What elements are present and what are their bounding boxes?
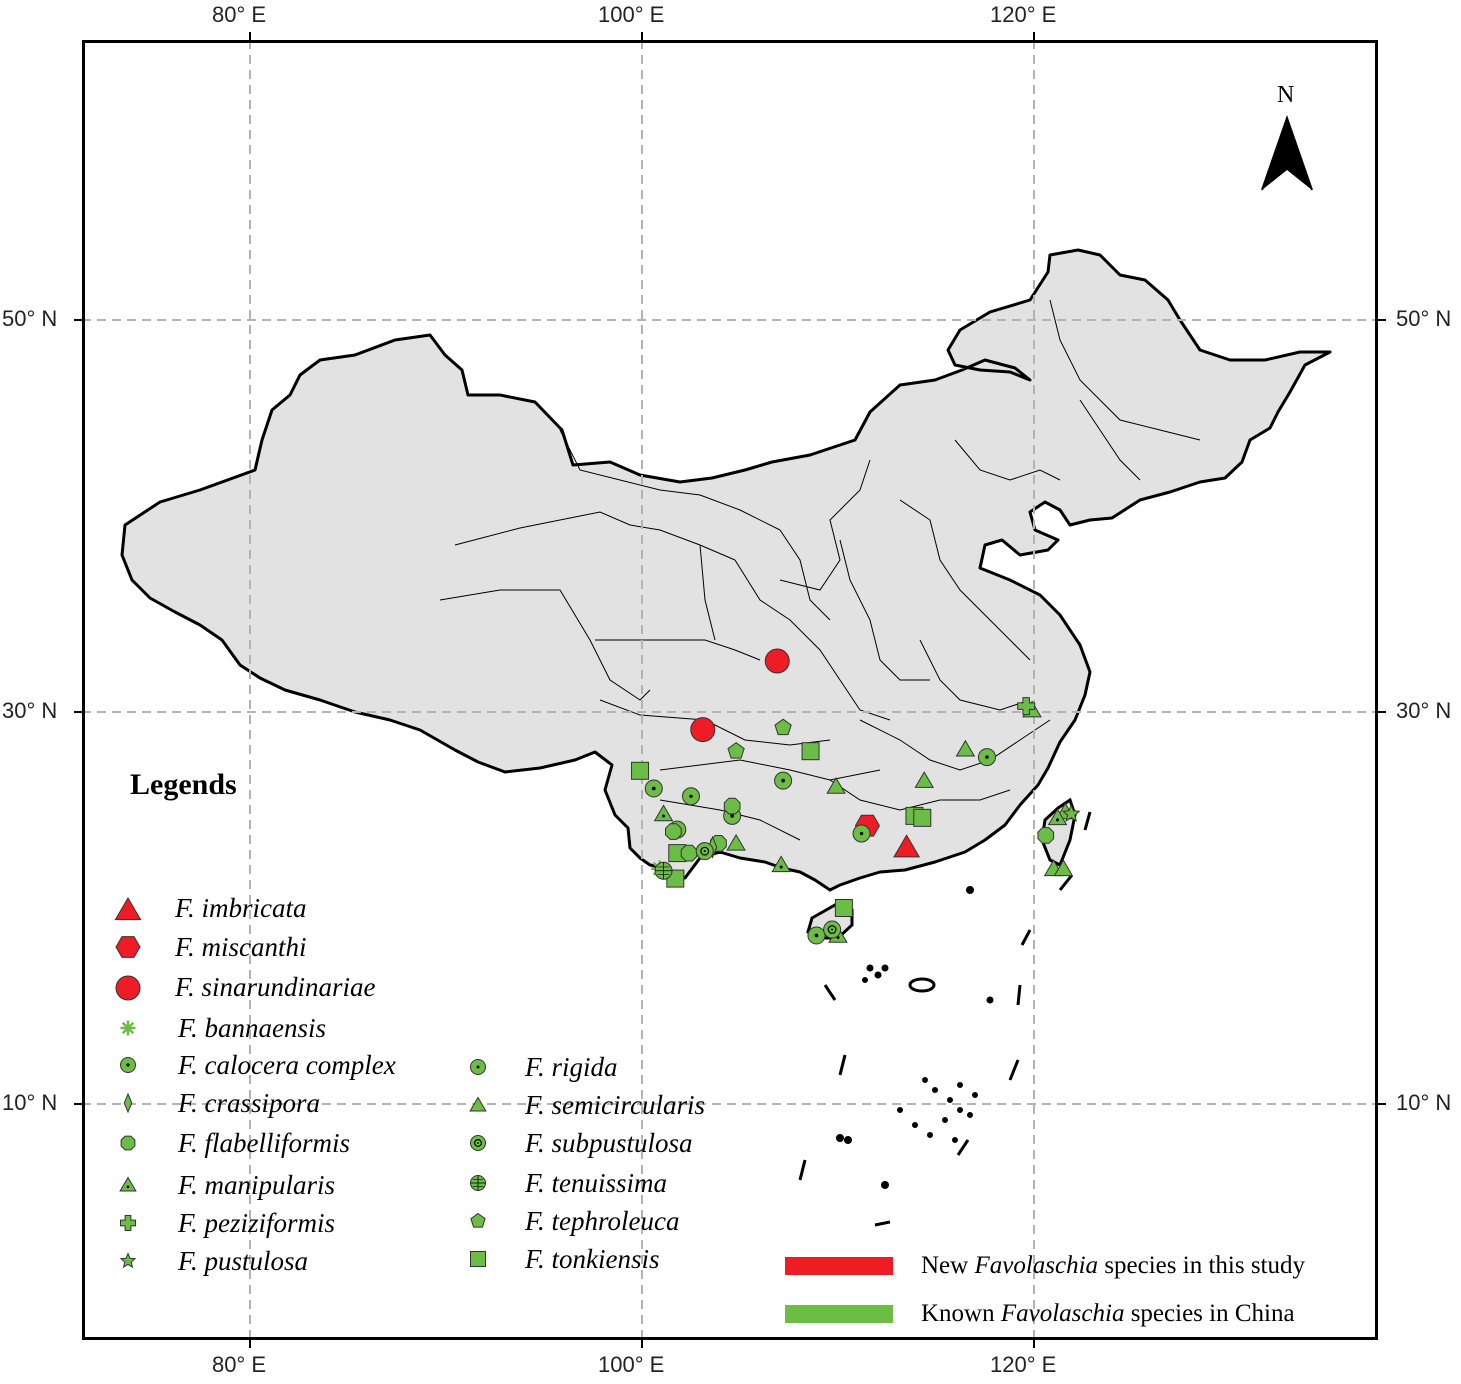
occurrence-marker: [955, 739, 976, 757]
legend-symbol: [120, 1057, 136, 1073]
legend-bar-known-swatch: [785, 1305, 893, 1323]
top-lon-label-100: 100° E: [598, 2, 665, 27]
occurrence-marker: [723, 797, 741, 815]
occurrence-marker: [665, 823, 682, 840]
occurrence-marker: [726, 833, 746, 851]
right-lat-label-50: 50° N: [1396, 306, 1452, 331]
legend-symbol: [469, 1096, 487, 1112]
occurrence-marker: [1061, 804, 1081, 822]
occurrence-marker: [682, 787, 700, 806]
legend-item-known-2: F. calocera complex: [178, 1050, 396, 1080]
graticule: [85, 43, 1375, 1337]
legend-symbol: [120, 1215, 136, 1231]
legend-item-known-12: F. tephroleuca: [525, 1206, 680, 1236]
occurrence-marker: [1017, 697, 1036, 716]
occurrence-marker: [771, 855, 791, 873]
legend-symbol: [470, 1212, 486, 1228]
legend-symbol: [470, 1059, 486, 1075]
top-lon-label-80: 80° E: [212, 2, 267, 27]
left-lat-label-30: 30° N: [2, 698, 58, 723]
legend-item-new-3: F. sinarundinariae: [175, 972, 376, 1002]
legend-item-known-3: F. crassipora: [178, 1088, 321, 1118]
legend-symbols: [114, 897, 487, 1269]
occurrence-marker: [631, 761, 650, 780]
top-lon-label-120: 120° E: [990, 2, 1057, 27]
legend-symbol: [123, 1092, 133, 1114]
legend-item-known-9: F. semicircularis: [525, 1090, 705, 1120]
occurrence-marker: [826, 776, 846, 794]
left-lat-label-50: 50° N: [2, 306, 58, 331]
occurrence-marker: [834, 899, 853, 917]
legend-item-known-11: F. tenuissima: [525, 1168, 668, 1198]
legend-item-known-8: F. rigida: [525, 1052, 618, 1082]
map-frame: [82, 40, 1378, 1340]
legend-item-new-2: F. miscanthi: [175, 932, 307, 962]
occurrence-marker: [680, 844, 698, 862]
north-arrow-label: N: [1277, 82, 1295, 108]
north-arrow-icon: [1261, 114, 1313, 191]
legend-item-known-6: F. peziziformis: [178, 1208, 336, 1238]
occurrence-marker: [823, 920, 842, 939]
legend-symbol: [119, 1252, 137, 1269]
occurrence-marker: [774, 771, 793, 790]
occurrence-marker: [695, 842, 714, 861]
right-lat-label-10: 10° N: [1396, 1090, 1452, 1115]
legend-bar-known: Known Favolaschia species in China: [785, 1300, 1295, 1328]
bottom-lon-label-80: 80° E: [212, 1352, 267, 1377]
occurrence-marker: [1037, 827, 1055, 844]
occurrence-marker: [913, 808, 932, 827]
axis-ticks: [74, 32, 1386, 1348]
province-boundaries: [439, 299, 1201, 841]
occurrence-marker: [764, 648, 790, 674]
occurrence-marker: [801, 742, 820, 761]
legend-item-known-1: F. bannaensis: [178, 1013, 327, 1043]
bottom-lon-label-100: 100° E: [598, 1352, 665, 1377]
left-lat-label-10: 10° N: [2, 1090, 58, 1115]
occurrence-marker: [852, 824, 871, 843]
legend-item-known-10: F. subpustulosa: [525, 1128, 693, 1158]
legend-symbol: [120, 1135, 136, 1151]
bottom-lon-label-120: 120° E: [990, 1352, 1057, 1377]
occurrence-marker: [914, 771, 935, 788]
occurrence-marker: [690, 717, 716, 743]
occurrence-marker: [1053, 859, 1074, 877]
legend-symbol: [115, 975, 141, 1001]
occurrence-marker: [893, 834, 921, 858]
occurrence-marker: [654, 861, 673, 880]
occurrence-markers: [631, 648, 1081, 945]
legend-symbol: [470, 1135, 486, 1151]
legend-bar-new-swatch: [785, 1257, 893, 1275]
occurrence-marker: [977, 748, 996, 767]
legend-item-known-5: F. manipularis: [178, 1170, 336, 1200]
right-lat-label-30: 30° N: [1396, 698, 1452, 723]
legend-bar-new: New Favolaschia species in this study: [785, 1252, 1305, 1280]
legend-item-known-4: F. flabelliformis: [178, 1128, 351, 1158]
china-landmass: [120, 248, 1332, 892]
occurrence-marker: [807, 926, 826, 945]
occurrence-marker: [644, 779, 663, 798]
occurrence-marker: [653, 804, 674, 822]
legend-symbol: [470, 1251, 486, 1267]
legend-title: Legends: [130, 768, 237, 801]
legend-symbol: [120, 1020, 136, 1036]
legend-item-new-1: F. imbricata: [175, 893, 307, 923]
occurrence-marker: [774, 718, 792, 736]
legend-symbol: [119, 1176, 137, 1192]
legend-item-known-13: F. tonkiensis: [525, 1244, 660, 1274]
occurrence-marker: [1047, 808, 1068, 826]
legend-symbol: [114, 897, 142, 921]
occurrence-marker: [727, 742, 745, 759]
legend-item-known-7: F. pustulosa: [178, 1246, 309, 1276]
legend-symbol: [470, 1175, 486, 1191]
south-china-sea-islands: [798, 811, 1092, 1227]
legend-symbol: [115, 936, 141, 958]
